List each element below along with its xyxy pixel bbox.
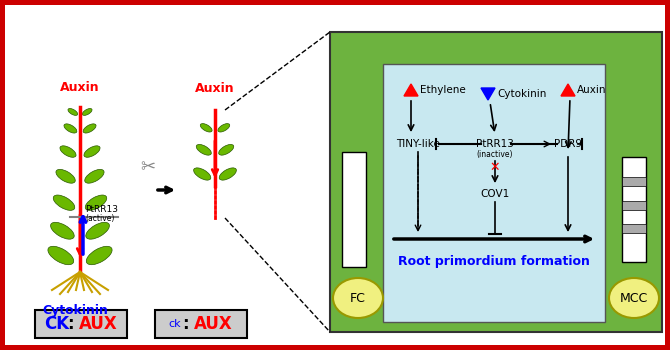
Ellipse shape	[48, 246, 74, 265]
Text: TINY-like: TINY-like	[396, 139, 440, 149]
Text: Auxin: Auxin	[195, 82, 234, 95]
Polygon shape	[481, 88, 495, 100]
Text: ✂: ✂	[141, 158, 155, 176]
Text: Ethylene: Ethylene	[420, 85, 466, 95]
Text: Auxin: Auxin	[60, 81, 100, 94]
Ellipse shape	[82, 108, 92, 116]
Text: ✕: ✕	[490, 161, 500, 174]
Ellipse shape	[50, 222, 74, 239]
Text: (inactive): (inactive)	[477, 149, 513, 159]
Bar	[622, 201, 646, 210]
Text: MCC: MCC	[620, 292, 648, 304]
Bar	[330, 32, 662, 332]
Ellipse shape	[86, 222, 109, 239]
Text: Cytokinin: Cytokinin	[497, 89, 546, 99]
Text: PDR9: PDR9	[554, 139, 582, 149]
Bar	[35, 310, 127, 338]
Text: FC: FC	[350, 292, 366, 304]
Bar	[622, 157, 646, 262]
Bar	[155, 310, 247, 338]
Polygon shape	[561, 84, 575, 96]
Ellipse shape	[219, 168, 237, 180]
Polygon shape	[404, 84, 418, 96]
Ellipse shape	[84, 146, 100, 157]
Ellipse shape	[56, 169, 75, 183]
Ellipse shape	[86, 246, 112, 265]
Ellipse shape	[200, 124, 212, 132]
Ellipse shape	[85, 195, 107, 210]
Text: CK: CK	[44, 315, 70, 333]
Ellipse shape	[64, 124, 77, 133]
Ellipse shape	[196, 145, 211, 155]
Ellipse shape	[83, 124, 96, 133]
Ellipse shape	[60, 146, 76, 157]
Ellipse shape	[218, 145, 234, 155]
Text: Auxin: Auxin	[577, 85, 606, 95]
Ellipse shape	[53, 195, 75, 210]
Text: :: :	[67, 315, 73, 333]
Text: PtRR13: PtRR13	[85, 205, 118, 215]
Ellipse shape	[333, 278, 383, 318]
Ellipse shape	[609, 278, 659, 318]
Text: Cytokinin: Cytokinin	[42, 304, 108, 317]
Text: PtRR13: PtRR13	[476, 139, 514, 149]
Text: ck: ck	[169, 319, 182, 329]
Bar	[622, 177, 646, 187]
Text: AUX: AUX	[194, 315, 232, 333]
Text: :: :	[182, 315, 188, 333]
Ellipse shape	[84, 169, 104, 183]
Ellipse shape	[218, 124, 230, 132]
Bar	[342, 152, 366, 267]
Ellipse shape	[194, 168, 211, 180]
Ellipse shape	[68, 108, 78, 116]
Text: Root primordium formation: Root primordium formation	[398, 254, 590, 267]
Bar	[383, 64, 605, 322]
Text: COV1: COV1	[480, 189, 510, 199]
Text: (active): (active)	[85, 214, 115, 223]
Text: AUX: AUX	[78, 315, 117, 333]
Bar	[622, 224, 646, 233]
